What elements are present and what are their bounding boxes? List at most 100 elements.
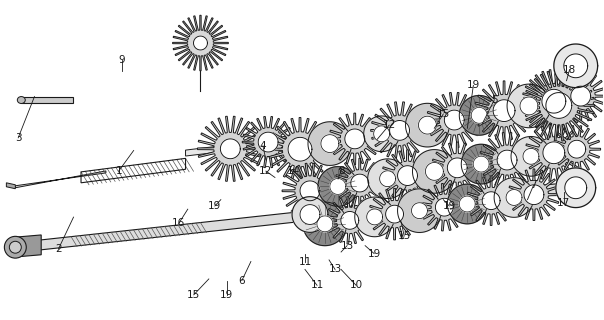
Polygon shape xyxy=(546,92,572,118)
Polygon shape xyxy=(419,116,436,134)
Polygon shape xyxy=(242,116,294,168)
Text: 19: 19 xyxy=(367,249,381,259)
Polygon shape xyxy=(448,158,467,178)
Polygon shape xyxy=(522,70,586,133)
Text: 7: 7 xyxy=(530,180,537,190)
Text: 4: 4 xyxy=(260,141,266,151)
Polygon shape xyxy=(329,113,381,165)
Text: 13: 13 xyxy=(341,241,354,251)
Text: 19: 19 xyxy=(443,201,456,211)
Text: 3: 3 xyxy=(15,133,22,143)
Polygon shape xyxy=(568,140,586,158)
Polygon shape xyxy=(382,150,434,201)
Polygon shape xyxy=(321,135,339,153)
Polygon shape xyxy=(426,92,482,148)
Text: 18: 18 xyxy=(563,65,576,75)
Polygon shape xyxy=(317,216,333,232)
Text: 10: 10 xyxy=(350,280,362,290)
Polygon shape xyxy=(173,15,228,71)
Polygon shape xyxy=(185,138,285,156)
Polygon shape xyxy=(367,209,382,225)
Text: 1: 1 xyxy=(115,166,122,176)
Polygon shape xyxy=(21,97,73,103)
Polygon shape xyxy=(282,163,338,218)
Polygon shape xyxy=(15,171,106,188)
Text: 9: 9 xyxy=(118,55,125,65)
Text: 15: 15 xyxy=(397,231,411,241)
Polygon shape xyxy=(473,156,489,172)
Polygon shape xyxy=(564,54,588,78)
Text: 13: 13 xyxy=(329,264,342,275)
Polygon shape xyxy=(565,177,586,199)
Text: 8: 8 xyxy=(338,166,344,176)
Polygon shape xyxy=(459,95,499,135)
Polygon shape xyxy=(288,137,312,161)
Polygon shape xyxy=(405,103,449,147)
Text: 12: 12 xyxy=(259,166,272,176)
Polygon shape xyxy=(555,70,604,122)
Text: 17: 17 xyxy=(557,198,570,208)
Polygon shape xyxy=(420,183,468,231)
Text: 11: 11 xyxy=(310,280,324,290)
Polygon shape xyxy=(368,159,408,198)
Polygon shape xyxy=(474,81,534,140)
Polygon shape xyxy=(13,235,41,257)
Polygon shape xyxy=(445,110,464,130)
Text: 11: 11 xyxy=(298,257,312,267)
Polygon shape xyxy=(326,196,374,244)
Polygon shape xyxy=(571,86,591,106)
Text: 12: 12 xyxy=(382,120,396,130)
Polygon shape xyxy=(411,203,428,219)
Polygon shape xyxy=(431,142,483,194)
Polygon shape xyxy=(459,196,475,212)
Polygon shape xyxy=(523,148,539,164)
Text: 5: 5 xyxy=(491,95,498,105)
Polygon shape xyxy=(435,198,453,216)
Polygon shape xyxy=(494,178,534,217)
Polygon shape xyxy=(371,102,428,159)
Circle shape xyxy=(4,236,26,258)
Polygon shape xyxy=(355,197,394,237)
Text: 19: 19 xyxy=(208,201,222,211)
Ellipse shape xyxy=(18,97,25,103)
Polygon shape xyxy=(7,183,15,189)
Polygon shape xyxy=(19,181,583,252)
Polygon shape xyxy=(506,189,522,205)
Text: 6: 6 xyxy=(239,276,245,285)
Polygon shape xyxy=(511,137,551,176)
Text: 15: 15 xyxy=(187,290,201,300)
Polygon shape xyxy=(198,116,263,181)
Polygon shape xyxy=(482,192,500,210)
Text: 2: 2 xyxy=(55,244,62,254)
Polygon shape xyxy=(374,126,390,142)
Polygon shape xyxy=(390,121,410,140)
Polygon shape xyxy=(553,126,600,173)
Polygon shape xyxy=(308,122,352,165)
Polygon shape xyxy=(425,163,443,180)
Polygon shape xyxy=(448,184,487,224)
Polygon shape xyxy=(303,202,347,246)
Polygon shape xyxy=(493,100,515,122)
Polygon shape xyxy=(479,132,535,188)
Polygon shape xyxy=(413,149,456,193)
Polygon shape xyxy=(508,169,560,220)
Polygon shape xyxy=(542,89,566,113)
Polygon shape xyxy=(397,189,442,232)
Polygon shape xyxy=(220,139,240,159)
Polygon shape xyxy=(397,166,417,186)
Text: 15: 15 xyxy=(437,109,450,119)
Text: 19: 19 xyxy=(220,290,234,300)
Polygon shape xyxy=(300,204,320,224)
Circle shape xyxy=(9,241,21,253)
Polygon shape xyxy=(466,176,516,225)
Polygon shape xyxy=(461,144,501,184)
Polygon shape xyxy=(556,168,596,208)
Polygon shape xyxy=(268,117,332,181)
Polygon shape xyxy=(471,108,487,123)
Polygon shape xyxy=(380,171,396,187)
Polygon shape xyxy=(300,181,320,201)
Text: 19: 19 xyxy=(467,80,480,91)
Polygon shape xyxy=(368,188,420,240)
Polygon shape xyxy=(524,185,544,204)
Polygon shape xyxy=(193,36,207,50)
